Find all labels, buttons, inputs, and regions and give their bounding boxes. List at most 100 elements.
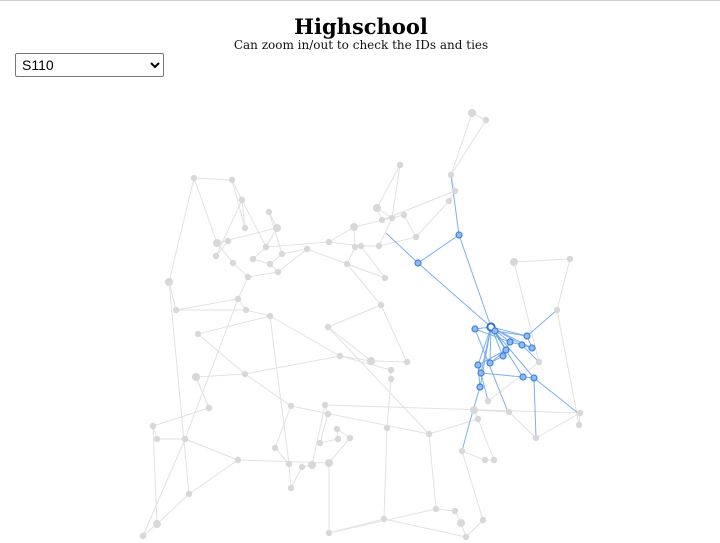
graph-node[interactable] [274,268,282,276]
graph-node[interactable] [325,459,333,467]
graph-node[interactable] [165,278,173,286]
graph-node[interactable] [139,532,147,540]
graph-node[interactable] [324,323,332,331]
graph-node[interactable] [346,434,354,442]
neighbor-node[interactable] [528,344,536,352]
graph-node[interactable] [334,435,342,443]
graph-node[interactable] [333,425,341,433]
graph-node[interactable] [432,505,440,513]
neighbor-node[interactable] [518,341,526,349]
graph-node[interactable] [194,330,202,338]
neighbor-node[interactable] [474,361,482,369]
graph-node[interactable] [462,533,470,541]
graph-node[interactable] [451,507,459,515]
node-id-select[interactable]: S110 [15,53,164,77]
graph-node[interactable] [325,238,333,246]
graph-node[interactable] [403,358,411,366]
graph-node[interactable] [241,370,249,378]
graph-node[interactable] [266,312,274,320]
neighbor-node[interactable] [486,359,494,367]
graph-node[interactable] [468,109,476,117]
graph-node[interactable] [238,196,246,204]
graph-node[interactable] [265,208,273,216]
neighbor-node[interactable] [523,332,531,340]
graph-node[interactable] [505,408,513,416]
graph-node[interactable] [479,516,487,524]
graph-node[interactable] [287,402,295,410]
graph-node[interactable] [228,176,236,184]
graph-node[interactable] [535,358,543,366]
graph-node[interactable] [510,258,518,266]
graph-node[interactable] [303,245,311,253]
neighbor-node[interactable] [499,352,507,360]
graph-node[interactable] [451,187,459,195]
graph-node[interactable] [375,242,383,250]
graph-node[interactable] [234,456,242,464]
graph-node[interactable] [396,161,404,169]
graph-node[interactable] [181,435,189,443]
graph-node[interactable] [298,463,306,471]
graph-node[interactable] [343,260,351,268]
graph-node[interactable] [457,519,465,527]
neighbor-node[interactable] [477,369,485,377]
graph-node[interactable] [224,237,232,245]
graph-node[interactable] [205,404,213,412]
graph-node[interactable] [262,243,270,251]
graph-node[interactable] [367,357,375,365]
graph-node[interactable] [425,430,433,438]
graph-node[interactable] [153,520,161,528]
neighbor-node[interactable] [471,325,479,333]
neighbor-node[interactable] [506,338,514,346]
graph-node[interactable] [532,434,540,442]
graph-node[interactable] [553,306,561,314]
graph-node[interactable] [190,174,198,182]
graph-node[interactable] [278,250,286,258]
graph-node[interactable] [234,295,242,303]
neighbor-node[interactable] [491,327,499,335]
graph-node[interactable] [285,460,293,468]
graph-node[interactable] [387,366,395,374]
graph-node[interactable] [470,406,478,414]
graph-node[interactable] [482,116,490,124]
graph-node[interactable] [185,490,193,498]
graph-node[interactable] [490,456,498,464]
graph-node[interactable] [244,273,252,281]
graph-node[interactable] [576,409,584,417]
graph-node[interactable] [172,306,180,314]
graph-node[interactable] [153,435,161,443]
graph-node[interactable] [249,255,257,263]
graph-node[interactable] [325,529,333,537]
graph-node[interactable] [412,233,420,241]
graph-node[interactable] [380,515,388,523]
neighbor-node[interactable] [519,373,527,381]
graph-node[interactable] [458,447,466,455]
neighbor-node[interactable] [476,383,484,391]
graph-node[interactable] [192,373,200,381]
graph-node[interactable] [481,456,489,464]
graph-node[interactable] [321,401,329,409]
neighbor-node[interactable] [455,231,463,239]
neighbor-node[interactable] [530,374,538,382]
graph-node[interactable] [357,242,365,250]
graph-node[interactable] [373,204,381,212]
graph-node[interactable] [484,397,492,405]
graph-node[interactable] [266,260,274,268]
graph-node[interactable] [351,243,359,251]
graph-node[interactable] [287,484,295,492]
graph-node[interactable] [316,439,324,447]
graph-node[interactable] [149,422,157,430]
graph-node[interactable] [378,216,386,224]
graph-node[interactable] [324,410,332,418]
graph-node[interactable] [242,306,250,314]
neighbor-node[interactable] [502,346,510,354]
graph-node[interactable] [447,171,455,179]
graph-node[interactable] [383,424,391,432]
graph-node[interactable] [350,223,358,231]
graph-node[interactable] [241,224,249,232]
graph-node[interactable] [387,375,395,383]
graph-node[interactable] [445,197,453,205]
graph-node[interactable] [308,461,316,469]
graph-node[interactable] [575,421,583,429]
graph-node[interactable] [388,214,396,222]
